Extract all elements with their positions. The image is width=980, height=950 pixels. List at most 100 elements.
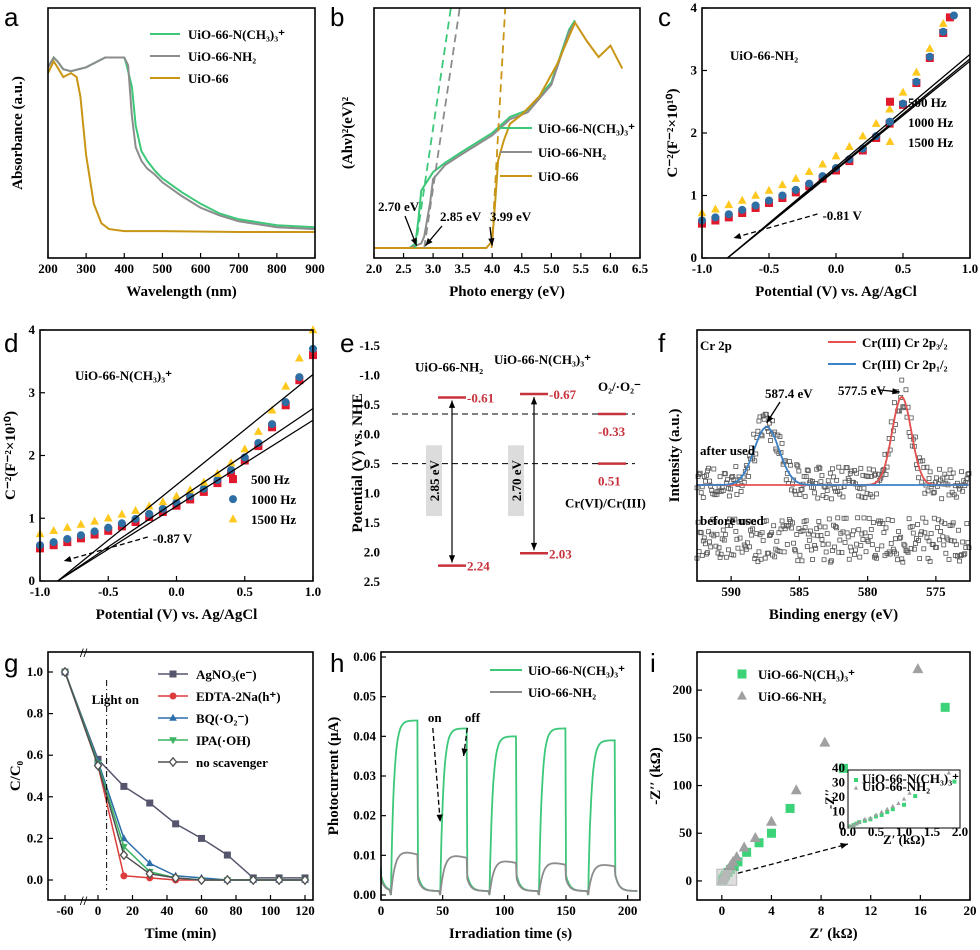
data-point	[816, 464, 822, 470]
x-axis-label: Potential (V) vs. Ag/AgCl	[755, 284, 917, 300]
data-point	[910, 530, 916, 536]
data-point	[49, 526, 59, 534]
legend-entry: 1500 Hz	[908, 135, 953, 150]
data-point	[923, 519, 929, 525]
inset-data-point	[902, 802, 906, 807]
data-point	[938, 18, 948, 27]
data-point	[835, 515, 841, 521]
x-axis-label: Photo energy (eV)	[449, 284, 565, 300]
data-point	[947, 467, 953, 473]
y-axis-label: C⁻²(F⁻²×10¹⁰)	[3, 411, 19, 500]
data-point	[949, 11, 958, 20]
material-label: UiO-66-N(CH₃)₃⁺	[494, 352, 591, 367]
arrow-head	[840, 842, 848, 849]
legend-marker	[169, 692, 177, 700]
data-point	[871, 467, 876, 473]
inset-y-tick-label: 0	[839, 818, 846, 833]
y-axis-label: Potential (V) vs. NHE	[350, 393, 366, 532]
data-point	[901, 541, 907, 547]
data-point	[281, 398, 290, 407]
data-point	[927, 559, 933, 564]
data-point	[734, 492, 740, 497]
data-point	[840, 494, 846, 500]
data-point	[856, 493, 862, 499]
data-point	[897, 535, 903, 541]
x-tick-label: 6.5	[632, 261, 649, 276]
y-tick-label: 0.02	[353, 808, 376, 823]
data-point	[804, 467, 810, 473]
data-point	[803, 474, 809, 480]
data-point	[749, 832, 761, 842]
data-point	[750, 526, 756, 532]
data-point	[774, 538, 780, 544]
data-point	[940, 702, 950, 712]
panel-a: 200 300 400 500 600 700 800 900 UiO-66-N(CH₃)₃⁺ U…	[38, 7, 325, 276]
data-point	[728, 523, 733, 528]
data-point	[924, 464, 930, 470]
data-point	[778, 191, 787, 200]
data-point	[857, 554, 863, 560]
data-point	[751, 201, 760, 210]
data-point	[724, 200, 734, 209]
data-point	[753, 451, 759, 457]
data-point	[701, 535, 707, 541]
data-point	[836, 549, 842, 555]
data-point	[90, 527, 99, 536]
y-tick-label: 1	[29, 510, 36, 525]
data-point	[839, 468, 845, 474]
data-point	[824, 488, 830, 493]
data-point	[718, 551, 724, 557]
inset-data-point	[873, 812, 879, 817]
reference-value: -0.33	[598, 424, 626, 439]
data-point	[821, 557, 827, 563]
data-point	[752, 556, 758, 561]
data-point	[738, 841, 750, 852]
x-tick-label: 1.0	[305, 584, 321, 599]
y-tick-label: 0.03	[353, 768, 376, 783]
data-point	[103, 513, 113, 522]
data-point	[756, 418, 762, 424]
data-point	[846, 556, 852, 562]
data-point	[865, 538, 871, 544]
data-point	[791, 173, 801, 182]
x-tick-label: 1.0	[962, 261, 978, 276]
data-point	[248, 874, 258, 886]
x-tick-label: 5.0	[543, 261, 559, 276]
data-point	[76, 519, 86, 528]
y-tick-label: 0.0	[27, 872, 43, 887]
x-tick-label: 12	[864, 903, 877, 918]
data-point	[725, 523, 730, 528]
data-point	[714, 531, 720, 537]
panel-label: e	[340, 328, 354, 358]
material-label: UiO-66-NH₂	[415, 360, 483, 375]
data-point	[706, 529, 711, 535]
y-tick-label: 3	[29, 385, 36, 400]
data-point	[724, 554, 729, 560]
data-point	[731, 477, 737, 483]
data-point	[63, 534, 72, 543]
data-point	[739, 549, 745, 555]
data-point	[827, 470, 833, 476]
x-tick-label: 580	[858, 584, 878, 599]
x-tick-label: 2.5	[395, 261, 412, 276]
y-axis-label: -Z′′ (kΩ)	[648, 747, 664, 805]
data-point	[858, 465, 864, 471]
x-tick-label: 800	[267, 261, 287, 276]
data-point	[913, 434, 918, 440]
inset-y-label: -Z′′	[822, 789, 837, 809]
data-point	[749, 445, 754, 451]
x-tick-label: 60	[195, 903, 208, 918]
data-point	[909, 523, 915, 529]
panel-c: -1.0 -0.5 0.0 0.5 1.0 0 1 2 3 4 UiO-66-NH₂ -0.81 V 5…	[691, 0, 979, 276]
data-point	[819, 537, 825, 542]
inset-data-point	[854, 821, 859, 826]
fit-line	[57, 373, 314, 582]
data-point	[850, 532, 855, 538]
data-point	[104, 523, 113, 532]
data-point	[957, 558, 962, 564]
annotation: 577.5 eV	[838, 383, 886, 398]
data-point	[950, 470, 956, 476]
data-point	[742, 847, 752, 857]
x-axis-label: Potential (V) vs. Ag/AgCl	[96, 607, 258, 623]
